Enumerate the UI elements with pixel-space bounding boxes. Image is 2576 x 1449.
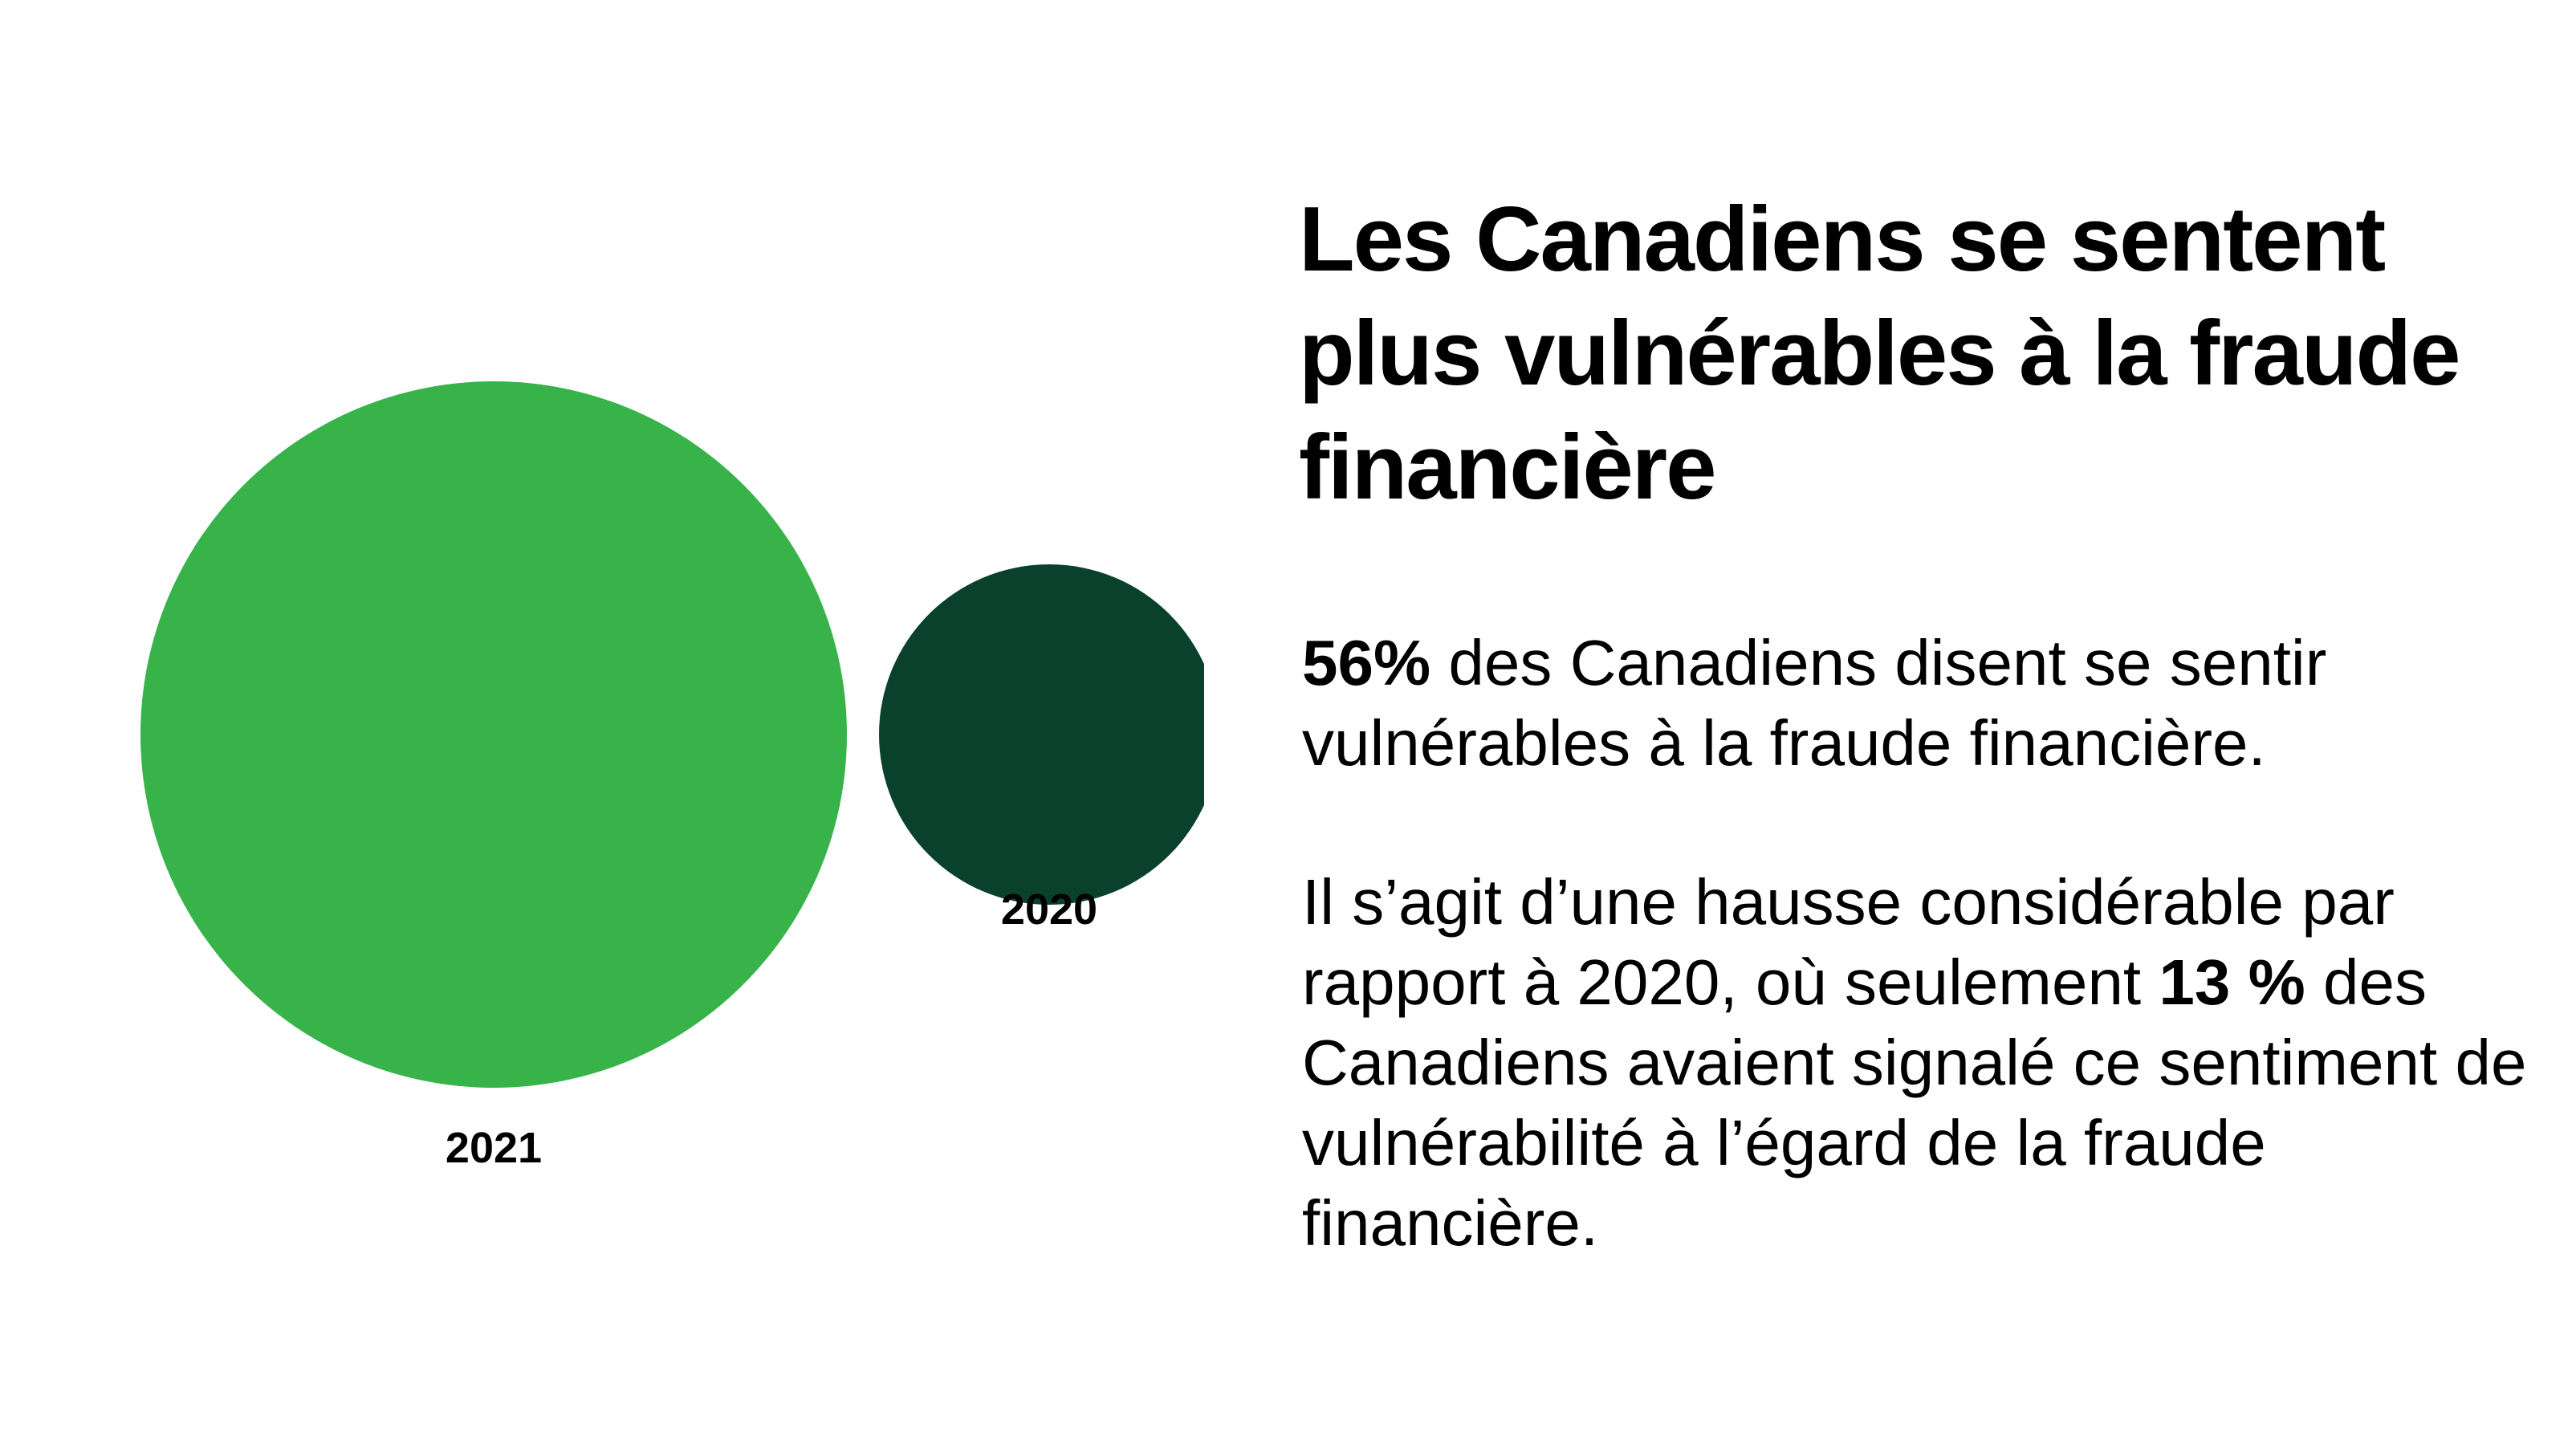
stat-2021-highlight: 56% bbox=[1302, 627, 1431, 698]
bubble-chart: 2021 2020 bbox=[140, 381, 1204, 1172]
stat-paragraph-2020: Il s’agit d’une hausse considérable par … bbox=[1302, 862, 2538, 1264]
bubble-label-2020: 2020 bbox=[1001, 885, 1097, 934]
stat-2020-text-before: Il s’agit d’une hausse considérable par … bbox=[1302, 866, 2395, 1018]
chart-title: Les Canadiens se sentent plus vulnérable… bbox=[1299, 189, 2461, 519]
bubble-2020 bbox=[879, 564, 1204, 905]
stat-paragraph-2021: 56% des Canadiens disent se sentir vulné… bbox=[1302, 623, 2538, 784]
bubble-2021 bbox=[140, 381, 847, 1088]
bubble-label-2021: 2021 bbox=[446, 1124, 542, 1172]
stat-2020-highlight: 13 % bbox=[2159, 946, 2305, 1018]
stat-2020-text-after: des Canadiens avaient signalé ce sentime… bbox=[1302, 946, 2527, 1259]
stat-2021-text: des Canadiens disent se sentir vulnérabl… bbox=[1302, 627, 2327, 779]
